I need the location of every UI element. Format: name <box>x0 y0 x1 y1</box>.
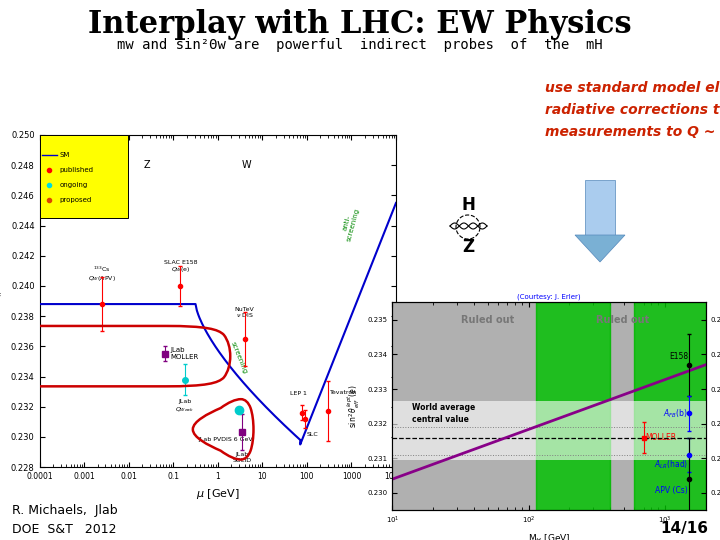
Text: Tevatron: Tevatron <box>330 390 357 395</box>
Text: MOLLER: MOLLER <box>645 433 676 442</box>
Y-axis label: $\sin^2\theta_{\lambda_A}(\mu)$: $\sin^2\theta_{\lambda_A}(\mu)$ <box>0 276 5 326</box>
Text: W: W <box>241 160 251 170</box>
Bar <box>392 401 706 460</box>
Polygon shape <box>575 235 625 262</box>
Text: E158: E158 <box>669 352 688 361</box>
Text: proposed: proposed <box>60 197 91 203</box>
Text: MOLLER projected δ(sin²2θw): MOLLER projected δ(sin²2θw) <box>115 318 346 332</box>
Text: $^{133}$Cs: $^{133}$Cs <box>93 265 111 274</box>
Text: = ± 0.00026 (stat.) ± 0.00012 (syst.): = ± 0.00026 (stat.) ± 0.00012 (syst.) <box>115 333 404 347</box>
Text: SM: SM <box>60 152 70 158</box>
Text: Z: Z <box>462 238 474 256</box>
Text: 14/16: 14/16 <box>660 521 708 536</box>
Text: JLab
MOLLER: JLab MOLLER <box>170 347 198 360</box>
Text: World average
central value: World average central value <box>413 402 475 424</box>
Text: precise enough to affect the central
value of the world average: precise enough to affect the central val… <box>110 359 449 402</box>
Bar <box>611 302 634 510</box>
Text: JLab PVDIS 6 GeV: JLab PVDIS 6 GeV <box>198 437 253 442</box>
Text: R. Michaels,  Jlab
DOE  S&T   2012: R. Michaels, Jlab DOE S&T 2012 <box>12 504 117 536</box>
Text: JLab
$Q_{Weak}$: JLab $Q_{Weak}$ <box>175 399 194 414</box>
Text: Interplay with LHC: EW Physics: Interplay with LHC: EW Physics <box>88 9 632 39</box>
Text: Z: Z <box>143 160 150 170</box>
Text: $\nu$ DIS: $\nu$ DIS <box>235 311 253 319</box>
Text: $Q_W$(e): $Q_W$(e) <box>171 265 190 274</box>
Text: $A_{LR}$(had): $A_{LR}$(had) <box>654 458 688 471</box>
Text: $A_{FB}$(b): $A_{FB}$(b) <box>663 407 688 420</box>
Y-axis label: $\sin^2\theta^{lept}_{eff}(e)$: $\sin^2\theta^{lept}_{eff}(e)$ <box>346 384 362 428</box>
X-axis label: $\mu$ [GeV]: $\mu$ [GeV] <box>196 487 240 501</box>
X-axis label: M$_H$ [GeV]: M$_H$ [GeV] <box>528 532 570 540</box>
Text: SLC: SLC <box>307 433 319 437</box>
Text: Allowed: Allowed <box>581 492 625 502</box>
Text: $Q_W$(APV): $Q_W$(APV) <box>88 274 116 283</box>
Bar <box>392 302 536 510</box>
Text: JLab
SOLID: JLab SOLID <box>233 452 251 463</box>
Bar <box>536 302 611 510</box>
Bar <box>40 135 128 218</box>
Text: M$_H$ [GeV]: M$_H$ [GeV] <box>582 471 624 484</box>
Text: Ruled out: Ruled out <box>461 315 514 325</box>
Bar <box>634 302 706 510</box>
Text: LEP 1: LEP 1 <box>290 391 307 396</box>
Text: screening: screening <box>230 341 248 375</box>
Text: SLAC E158: SLAC E158 <box>163 260 197 265</box>
Text: mw and sin²Θw are  powerful  indirect  probes  of  the  mH: mw and sin²Θw are powerful indirect prob… <box>117 38 603 52</box>
Text: use standard model electroweak
radiative corrections to evolve best
measurements: use standard model electroweak radiative… <box>545 82 720 139</box>
Polygon shape <box>585 180 615 235</box>
Text: ongoing: ongoing <box>60 182 88 188</box>
Text: APV (Cs): APV (Cs) <box>655 486 688 495</box>
Text: published: published <box>60 167 94 173</box>
Text: H: H <box>461 196 475 214</box>
Text: Ruled out: Ruled out <box>596 315 649 325</box>
Text: NuTeV: NuTeV <box>235 307 254 312</box>
Text: anti-
screening: anti- screening <box>339 206 361 242</box>
Text: (Courtesy: J. Erler): (Courtesy: J. Erler) <box>517 293 581 300</box>
